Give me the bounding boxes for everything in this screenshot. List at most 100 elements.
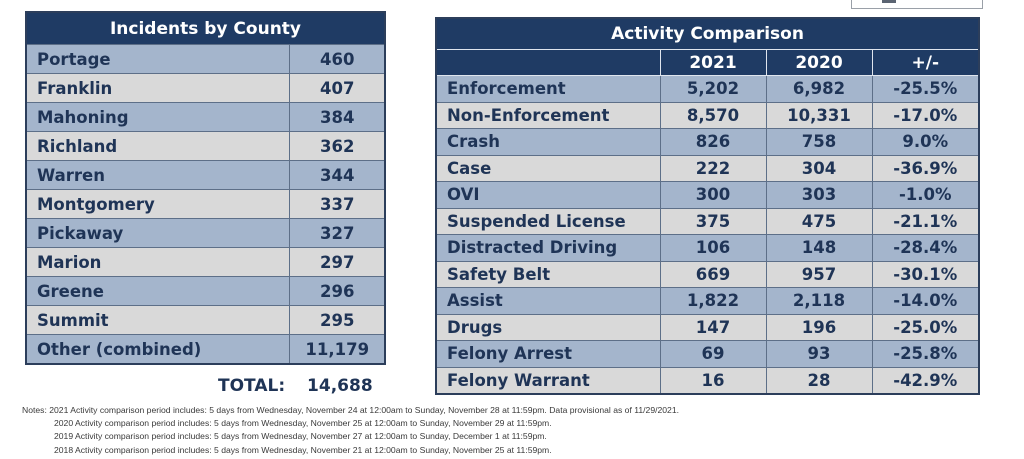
county-value: 296 — [289, 276, 386, 306]
county-row: Greene 296 — [25, 276, 386, 306]
county-value: 297 — [289, 247, 386, 277]
county-value: 295 — [289, 305, 386, 335]
value-diff: -28.4% — [871, 234, 980, 262]
value-2020: 6,982 — [765, 75, 873, 103]
county-row: Pickaway 327 — [25, 218, 386, 248]
value-2021: 1,822 — [659, 287, 767, 315]
header-diff: +/- — [871, 49, 980, 76]
value-diff: 9.0% — [871, 128, 980, 156]
value-2020: 303 — [765, 181, 873, 209]
county-row: Summit 295 — [25, 305, 386, 335]
county-value: 327 — [289, 218, 386, 248]
value-2021: 826 — [659, 128, 767, 156]
county-name: Greene — [25, 276, 291, 306]
activity-row: Suspended License 375 475 -21.1% — [435, 207, 980, 235]
activity-name: Distracted Driving — [435, 234, 661, 262]
activity-row: Felony Arrest 69 93 -25.8% — [435, 340, 980, 368]
value-2021: 669 — [659, 260, 767, 288]
activity-name: Safety Belt — [435, 260, 661, 288]
activity-name: Assist — [435, 287, 661, 315]
value-2021: 8,570 — [659, 101, 767, 129]
activity-row: Assist 1,822 2,118 -14.0% — [435, 287, 980, 315]
activity-name: OVI — [435, 181, 661, 209]
note-line: 2020 Activity comparison period includes… — [54, 418, 552, 429]
value-diff: -42.9% — [871, 366, 980, 395]
value-2021: 375 — [659, 207, 767, 235]
value-diff: -14.0% — [871, 287, 980, 315]
activity-name: Felony Arrest — [435, 340, 661, 368]
county-row: Franklin 407 — [25, 73, 386, 103]
notes-block: Notes: 2021 Activity comparison period i… — [22, 404, 1012, 457]
county-row: Montgomery 337 — [25, 189, 386, 219]
activity-name: Enforcement — [435, 75, 661, 103]
activity-header-row: 2021 2020 +/- — [435, 49, 980, 76]
county-name: Mahoning — [25, 102, 291, 132]
activity-row: Enforcement 5,202 6,982 -25.5% — [435, 75, 980, 103]
value-diff: -25.5% — [871, 75, 980, 103]
county-value: 384 — [289, 102, 386, 132]
activity-row: Non-Enforcement 8,570 10,331 -17.0% — [435, 101, 980, 129]
activity-name: Felony Warrant — [435, 366, 661, 395]
activity-name: Drugs — [435, 313, 661, 341]
county-name: Summit — [25, 305, 291, 335]
county-name: Montgomery — [25, 189, 291, 219]
activity-name: Case — [435, 154, 661, 182]
activity-row: Felony Warrant 16 28 -42.9% — [435, 366, 980, 395]
value-2020: 475 — [765, 207, 873, 235]
county-row: Warren 344 — [25, 160, 386, 190]
activity-row: Safety Belt 669 957 -30.1% — [435, 260, 980, 288]
value-diff: -25.8% — [871, 340, 980, 368]
value-2020: 758 — [765, 128, 873, 156]
county-name: Warren — [25, 160, 291, 190]
total-value: 14,688 — [307, 376, 373, 396]
county-row: Other (combined) 11,179 — [25, 334, 386, 365]
frame-mark — [882, 0, 896, 3]
value-diff: -21.1% — [871, 207, 980, 235]
value-2021: 147 — [659, 313, 767, 341]
county-row: Richland 362 — [25, 131, 386, 161]
top-frame-fragment — [851, 0, 983, 9]
value-2020: 304 — [765, 154, 873, 182]
value-diff: -36.9% — [871, 154, 980, 182]
county-row: Mahoning 384 — [25, 102, 386, 132]
value-2020: 148 — [765, 234, 873, 262]
note-line: 2019 Activity comparison period includes… — [54, 431, 547, 442]
county-value: 11,179 — [289, 334, 386, 365]
note-line: Notes: 2021 Activity comparison period i… — [22, 405, 679, 415]
activity-rows: Enforcement 5,202 6,982 -25.5% Non-Enforceme… — [435, 75, 980, 395]
activity-row: OVI 300 303 -1.0% — [435, 181, 980, 209]
county-name: Franklin — [25, 73, 291, 103]
value-2020: 2,118 — [765, 287, 873, 315]
county-row: Portage 460 — [25, 44, 386, 74]
value-2021: 300 — [659, 181, 767, 209]
activity-row: Distracted Driving 106 148 -28.4% — [435, 234, 980, 262]
activity-row: Case 222 304 -36.9% — [435, 154, 980, 182]
value-2021: 16 — [659, 366, 767, 395]
county-value: 337 — [289, 189, 386, 219]
county-name: Portage — [25, 44, 291, 74]
activity-name: Non-Enforcement — [435, 101, 661, 129]
county-name: Marion — [25, 247, 291, 277]
activity-comparison-table: Activity Comparison 2021 2020 +/- Enforc… — [435, 17, 981, 395]
value-2021: 69 — [659, 340, 767, 368]
value-2021: 106 — [659, 234, 767, 262]
value-diff: -25.0% — [871, 313, 980, 341]
activity-name: Crash — [435, 128, 661, 156]
county-name: Pickaway — [25, 218, 291, 248]
header-blank-cell — [435, 49, 661, 76]
note-line: 2018 Activity comparison period includes… — [54, 444, 552, 455]
county-row: Marion 297 — [25, 247, 386, 277]
activity-title-row: Activity Comparison — [436, 18, 980, 50]
value-2020: 957 — [765, 260, 873, 288]
county-title-row: Incidents by County — [26, 12, 385, 45]
header-2020: 2020 — [765, 49, 873, 76]
value-2020: 28 — [765, 366, 873, 395]
county-value: 362 — [289, 131, 386, 161]
activity-name: Suspended License — [435, 207, 661, 235]
incidents-by-county-table: Incidents by County Portage 460 Franklin 40… — [25, 11, 386, 365]
county-name: Other (combined) — [25, 334, 291, 365]
county-table-title: Incidents by County — [26, 12, 385, 45]
county-name: Richland — [25, 131, 291, 161]
value-diff: -30.1% — [871, 260, 980, 288]
header-2021: 2021 — [659, 49, 767, 76]
